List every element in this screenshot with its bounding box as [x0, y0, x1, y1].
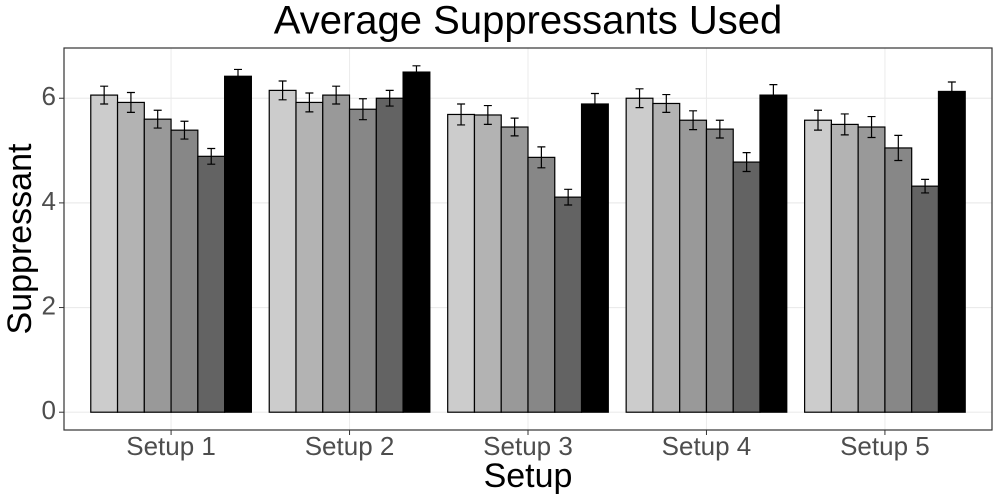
bar [580, 103, 609, 413]
x-axis-label: Setup [484, 457, 573, 495]
error-bar [769, 84, 778, 107]
error-bar [153, 109, 162, 129]
bar [705, 128, 734, 413]
bar [375, 97, 404, 413]
bar [884, 147, 913, 413]
chart-title: Average Suppressants Used [274, 0, 782, 43]
y-tick-label: 4 [42, 186, 56, 216]
error-bar [590, 92, 599, 116]
bar [116, 101, 145, 413]
error-bar [207, 147, 216, 165]
bar [348, 108, 377, 413]
bar [911, 185, 940, 413]
bar [295, 101, 324, 413]
bar [224, 75, 252, 413]
y-axis-label: Suppressant [1, 143, 39, 334]
bar [857, 126, 886, 413]
bar [759, 94, 788, 413]
error-bar [635, 88, 644, 109]
bar [170, 129, 199, 413]
x-tick-label: Setup 2 [305, 431, 395, 461]
error-bar [100, 85, 109, 105]
bar [268, 89, 297, 413]
error-bar [412, 65, 421, 79]
error-bar [385, 89, 394, 107]
bar [830, 123, 859, 413]
y-tick-label: 6 [42, 81, 56, 111]
bar [937, 90, 966, 413]
bar [402, 71, 431, 413]
error-bar [840, 113, 849, 136]
error-bar [305, 92, 314, 113]
bar [679, 119, 708, 413]
bar [527, 156, 556, 413]
error-bar [332, 85, 341, 105]
bar [554, 196, 583, 413]
bar [500, 126, 529, 413]
bar [143, 118, 172, 413]
error-bar [457, 103, 466, 126]
y-tick-label: 0 [42, 395, 56, 425]
error-bar [358, 98, 367, 121]
x-tick-label: Setup 1 [126, 431, 216, 461]
error-bar [715, 119, 724, 139]
bar [652, 102, 681, 413]
error-bar [814, 109, 822, 131]
plot-border [63, 47, 993, 431]
error-bar [126, 91, 135, 113]
error-bar [689, 110, 698, 131]
error-bar [537, 146, 546, 169]
error-bar [921, 178, 930, 194]
error-bar [180, 120, 189, 140]
y-tick-label: 2 [42, 290, 56, 320]
error-bar [234, 68, 242, 84]
bar [447, 113, 476, 413]
bar [322, 94, 351, 413]
error-bar [894, 134, 903, 162]
bar [197, 155, 226, 413]
error-bar [278, 80, 287, 101]
x-tick-label: Setup 5 [840, 431, 930, 461]
error-bar [510, 117, 519, 137]
x-tick-label: Setup 3 [483, 431, 573, 461]
error-bar [564, 188, 573, 206]
error-bar [662, 93, 671, 113]
bar [625, 97, 654, 413]
bar [804, 119, 832, 413]
x-tick-label: Setup 4 [662, 431, 752, 461]
error-bar [742, 152, 751, 173]
bar [473, 114, 502, 413]
error-bar [947, 81, 956, 102]
bar [90, 94, 119, 413]
error-bar [867, 115, 876, 139]
error-bar [483, 104, 492, 125]
bar [732, 161, 761, 413]
